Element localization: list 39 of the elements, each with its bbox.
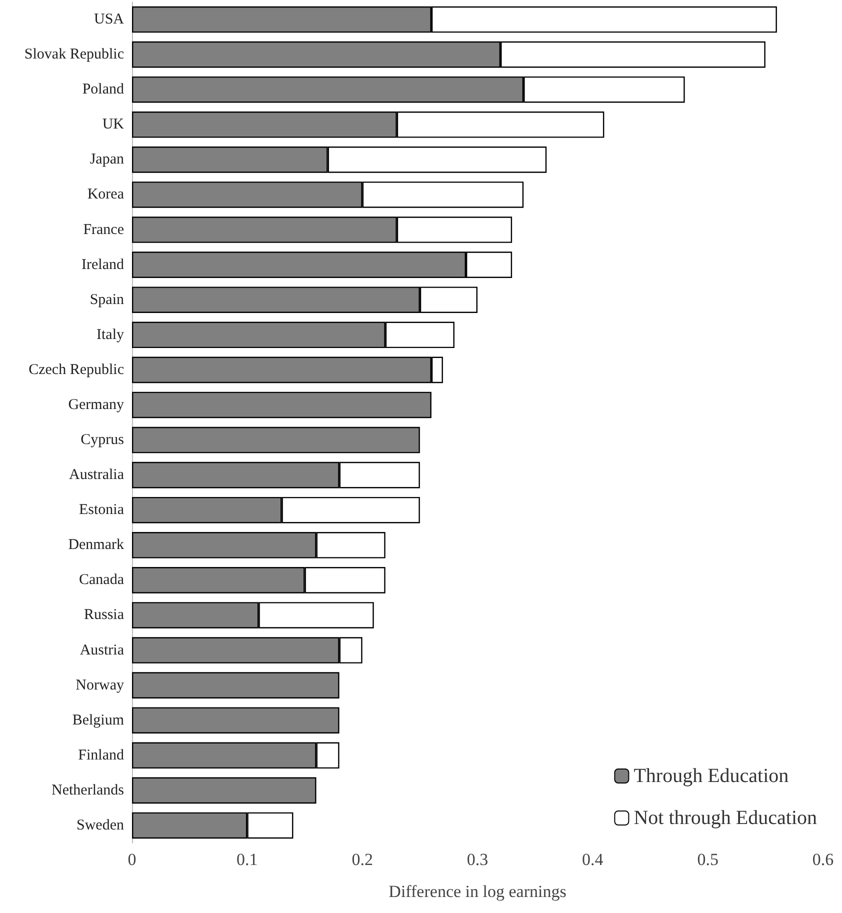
bar [132,672,340,698]
y-tick-label: Cyprus [80,432,124,448]
bar [132,426,420,454]
bar [132,392,432,418]
y-tick-label: Estonia [79,502,124,518]
y-tick-label: Spain [90,292,124,308]
y-tick-label: Russia [84,607,124,624]
y-tick-label: Netherlands [52,782,124,798]
y-tick-label: Sweden [76,817,124,834]
y-tick-label: Italy [96,326,124,343]
y-tick-label: Germany [68,396,124,413]
legend-label: Not through Education [634,807,818,829]
y-tick-label: Belgium [72,712,124,728]
x-tick-label: 0 [128,850,136,869]
x-tick-label: 0.4 [582,850,604,869]
y-tick-label: Finland [78,747,124,764]
y-tick-label: Korea [87,186,124,203]
x-axis-title: Difference in log earnings [388,882,566,901]
x-tick-label: 0.2 [352,850,373,869]
y-tick-label: USA [94,12,124,28]
y-tick-label: Japan [90,152,124,168]
x-tick-label: 0.1 [236,850,258,869]
y-tick-label: Poland [82,82,124,98]
y-tick-label: France [83,222,124,238]
y-tick-label: UK [102,116,124,133]
x-tick-label: 0.3 [466,850,488,869]
y-tick-label: Ireland [82,256,124,273]
y-tick-label: Slovak Republic [24,46,124,63]
y-tick-label: Australia [69,467,124,484]
y-tick-label: Canada [79,572,124,588]
x-tick-label: 0.6 [812,850,834,869]
bar [132,777,316,804]
bar [132,707,340,734]
y-tick-label: Czech Republic [28,362,124,378]
legend-label: Through Education [634,765,789,787]
x-tick-label: 0.5 [697,850,718,869]
y-tick-label: Austria [80,642,124,658]
y-tick-label: Norway [76,677,124,694]
y-tick-label: Denmark [68,537,124,554]
